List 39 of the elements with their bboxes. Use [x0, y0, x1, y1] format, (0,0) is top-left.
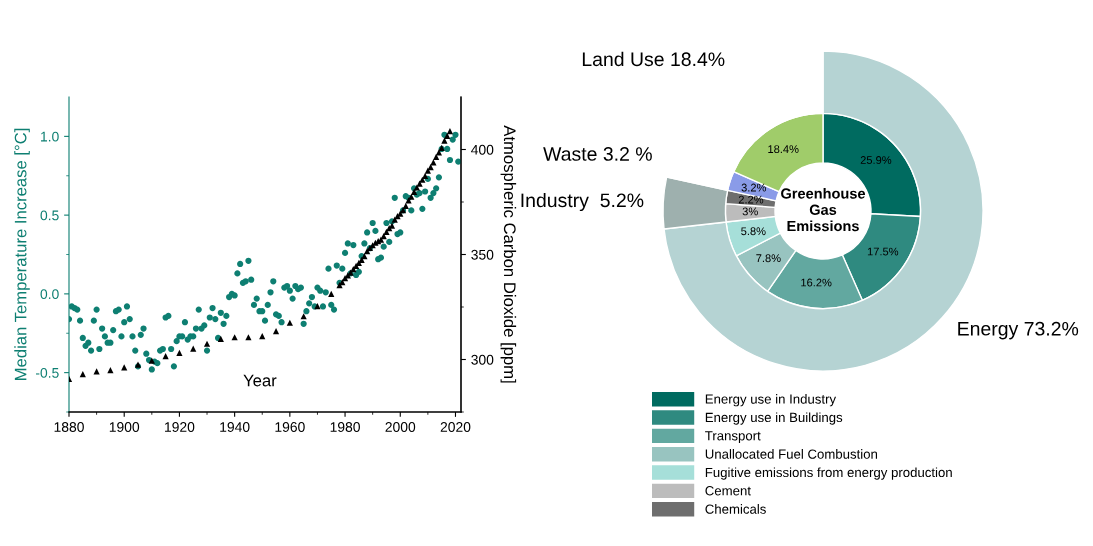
x-tick-label: 1980: [330, 422, 360, 432]
legend-label: Transport: [705, 431, 761, 444]
data-label: Waste 3.2 %: [543, 147, 652, 161]
data-label: 18.4%: [768, 145, 799, 154]
data-label: 3.2%: [741, 183, 767, 192]
legend-label: Chemicals: [705, 504, 766, 514]
legend-label: Energy use in Buildings: [705, 412, 843, 425]
x-tick-label: 1900: [109, 422, 140, 432]
x-tick-label: 1920: [165, 422, 195, 432]
data-label: 17.5%: [867, 247, 899, 256]
x-tick-label: 1940: [220, 422, 250, 432]
data-label: 16.2%: [801, 278, 832, 287]
data-label: 3%: [742, 207, 758, 216]
data-label: 5.8%: [741, 227, 766, 236]
data-label: 7.8%: [756, 254, 781, 263]
y2-tick-label: 300: [471, 354, 494, 365]
x-tick-label: 1960: [275, 422, 305, 432]
x-tick-label: 2020: [440, 422, 471, 432]
data-label: Energy 73.2%: [958, 321, 1079, 340]
legend-label: Fugitive emissions from energy production: [705, 467, 952, 480]
data-label: Land Use 18.4%: [582, 51, 725, 67]
x-tick-label: 2000: [385, 422, 416, 432]
y-axis-title: Median Temperature Increase [°C]: [14, 128, 30, 380]
legend-label: Cement: [705, 486, 751, 496]
legend-label: Unallocated Fuel Combustion: [705, 449, 878, 459]
data-label: 2.2%: [738, 195, 764, 204]
y-tick-label: 0.5: [40, 210, 59, 221]
data-label: Industry 5.2%: [521, 192, 644, 212]
legend-label: Energy use in Industry: [705, 394, 837, 407]
y2-tick-label: 350: [471, 249, 494, 260]
y-tick-label: -0.5: [35, 367, 59, 378]
x-tick-label: 1880: [54, 422, 84, 432]
data-label: 25.9%: [860, 156, 892, 164]
y2-tick-label: 400: [471, 144, 494, 155]
text: Greenhouse Gas Emissions: [781, 187, 866, 232]
y-tick-label: 0.0: [40, 289, 59, 300]
y2-axis-title: Atmospheric Carbon Dioxide [ppm]: [500, 125, 517, 383]
y-tick-label: 1.0: [41, 131, 59, 142]
x-axis-title: Year: [243, 374, 277, 387]
